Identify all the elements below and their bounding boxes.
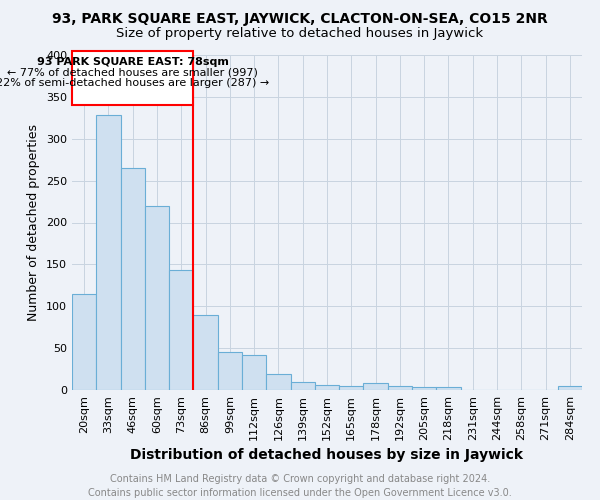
Bar xyxy=(218,352,242,390)
Text: 22% of semi-detached houses are larger (287) →: 22% of semi-detached houses are larger (… xyxy=(0,78,269,88)
Text: Size of property relative to detached houses in Jaywick: Size of property relative to detached ho… xyxy=(116,28,484,40)
Bar xyxy=(290,382,315,390)
Bar xyxy=(72,51,193,106)
Bar xyxy=(193,314,218,390)
Text: 93 PARK SQUARE EAST: 78sqm: 93 PARK SQUARE EAST: 78sqm xyxy=(37,56,229,66)
Bar xyxy=(121,168,145,390)
Bar xyxy=(339,386,364,390)
Bar xyxy=(96,116,121,390)
Bar xyxy=(169,270,193,390)
Bar xyxy=(242,355,266,390)
Bar xyxy=(558,386,582,390)
Bar xyxy=(266,374,290,390)
Text: 93, PARK SQUARE EAST, JAYWICK, CLACTON-ON-SEA, CO15 2NR: 93, PARK SQUARE EAST, JAYWICK, CLACTON-O… xyxy=(52,12,548,26)
Bar xyxy=(72,294,96,390)
Text: ← 77% of detached houses are smaller (997): ← 77% of detached houses are smaller (99… xyxy=(7,68,258,78)
Y-axis label: Number of detached properties: Number of detached properties xyxy=(28,124,40,321)
Bar xyxy=(412,388,436,390)
Bar xyxy=(388,386,412,390)
Text: Contains HM Land Registry data © Crown copyright and database right 2024.
Contai: Contains HM Land Registry data © Crown c… xyxy=(88,474,512,498)
Bar xyxy=(315,385,339,390)
Bar xyxy=(145,206,169,390)
Bar xyxy=(364,384,388,390)
X-axis label: Distribution of detached houses by size in Jaywick: Distribution of detached houses by size … xyxy=(131,448,523,462)
Bar xyxy=(436,386,461,390)
